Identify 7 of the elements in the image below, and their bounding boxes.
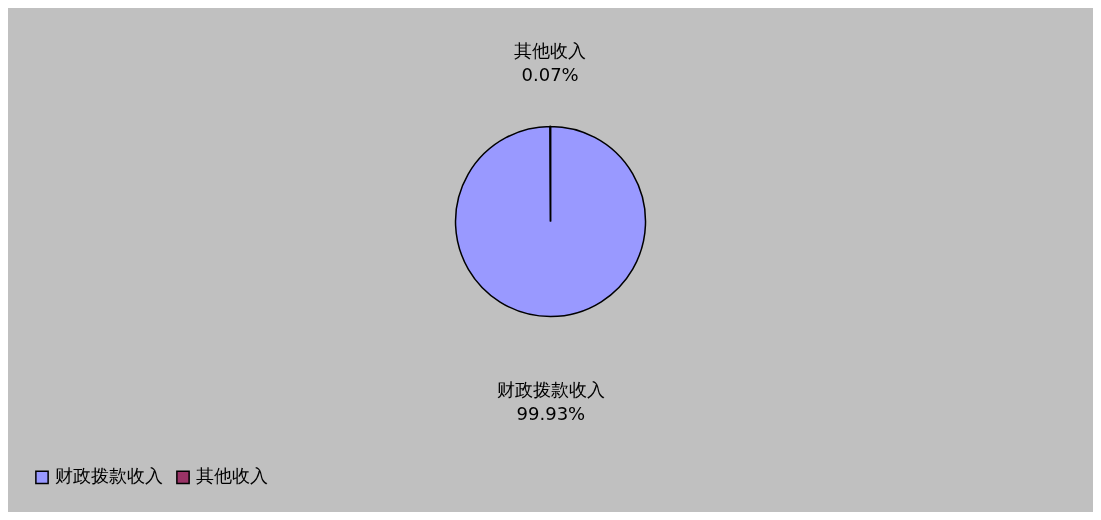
slice-label: 其他收入 [514,39,587,61]
data-label: 99.93% [516,403,586,425]
pie-slice [454,125,647,318]
data-label: 0.07% [521,63,579,85]
legend-label: 财政拨款收入 [55,465,163,487]
legend-label: 其他收入 [196,465,268,487]
slice-label: 财政拨款收入 [496,379,605,401]
